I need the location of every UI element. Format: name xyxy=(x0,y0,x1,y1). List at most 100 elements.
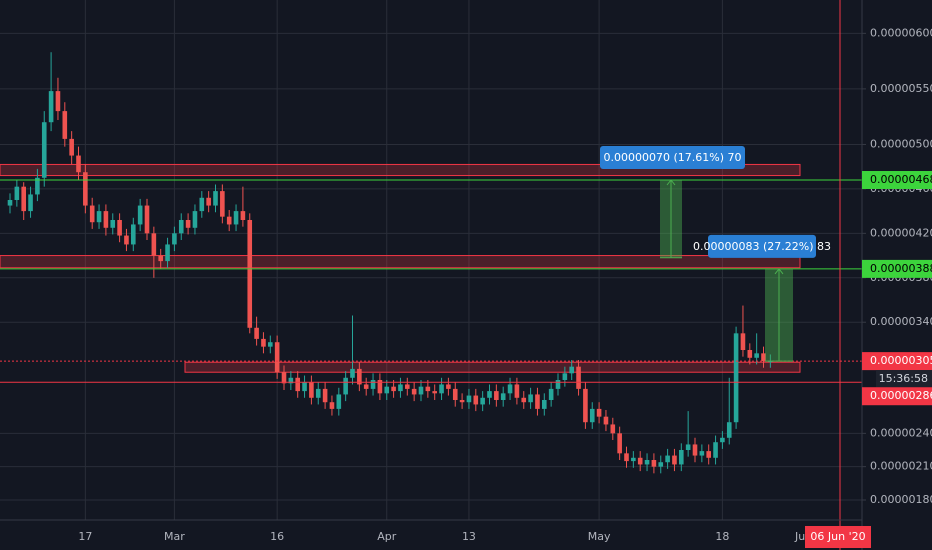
candle-body xyxy=(172,233,177,245)
candle-body xyxy=(233,211,239,225)
candle-body xyxy=(583,388,588,423)
x-tick-label: Apr xyxy=(377,530,397,543)
candle-body xyxy=(473,395,479,405)
candle-body xyxy=(480,397,485,405)
candle-body xyxy=(706,451,711,458)
candle-body xyxy=(405,384,410,389)
candle-body xyxy=(124,235,129,245)
candle-body xyxy=(220,191,225,217)
candle-body xyxy=(603,416,609,425)
candle-body xyxy=(747,350,753,358)
x-tick-label: 16 xyxy=(270,530,284,543)
candle-body xyxy=(733,333,739,423)
candle-body xyxy=(535,394,540,409)
candle-body xyxy=(137,205,143,225)
candle-body xyxy=(343,377,348,395)
candle-body xyxy=(439,384,444,394)
measure-label-box xyxy=(600,146,745,169)
candle-body xyxy=(398,384,403,392)
candle-body xyxy=(672,455,677,465)
candle-body xyxy=(726,422,732,438)
price-label: 0.00000305 xyxy=(870,354,932,367)
y-tick-label: 0.00000500 xyxy=(870,137,932,150)
candle-body xyxy=(55,91,61,112)
candle-body xyxy=(309,382,314,398)
candle-body xyxy=(165,244,170,262)
candle-body xyxy=(48,91,54,123)
candle-body xyxy=(569,366,574,374)
zone xyxy=(0,255,801,269)
candle-body xyxy=(377,380,383,394)
candle-body xyxy=(514,384,520,398)
candle-body xyxy=(240,211,246,220)
candle-body xyxy=(548,388,554,400)
candle-body xyxy=(336,394,342,409)
measure-label: 0.00000070 (17.61%) 70 xyxy=(604,151,742,164)
candle-body xyxy=(69,138,74,156)
price-label: 0.00000388 xyxy=(870,262,932,275)
x-tick-label: 18 xyxy=(715,530,729,543)
candle-body xyxy=(21,186,26,212)
candle-body xyxy=(268,342,273,347)
candle-body xyxy=(302,382,307,392)
candle-body xyxy=(185,220,191,228)
candle-body xyxy=(14,186,20,200)
y-tick-label: 0.00000210 xyxy=(870,460,932,473)
candle-body xyxy=(418,386,424,395)
candle-body xyxy=(761,353,766,362)
candle-body xyxy=(350,368,355,378)
candle-body xyxy=(83,172,88,206)
candle-body xyxy=(213,191,218,206)
y-tick-label: 0.00000550 xyxy=(870,82,932,95)
candle-body xyxy=(637,457,643,465)
candle-body xyxy=(610,424,616,434)
candle-body xyxy=(89,205,95,223)
candle-body xyxy=(322,388,328,403)
candle-body xyxy=(295,377,300,392)
candle-body xyxy=(494,391,499,400)
candle-body xyxy=(446,384,451,389)
x-tick-label: Mar xyxy=(164,530,185,543)
candle-body xyxy=(644,460,650,465)
price-label-box xyxy=(862,352,932,371)
candle-body xyxy=(96,211,102,223)
candle-body xyxy=(158,255,163,262)
candle-body xyxy=(151,233,157,256)
measure-label: 0.00000083 (27.22%) 83 xyxy=(693,240,831,253)
date-marker-box xyxy=(805,526,871,548)
candle-body xyxy=(199,197,205,212)
candle-body xyxy=(28,194,33,212)
y-tick-label: 0.00000240 xyxy=(870,426,932,439)
candle-body xyxy=(542,400,547,409)
y-tick-label: 0.00000180 xyxy=(870,493,932,506)
y-tick-label: 0.00000600 xyxy=(870,26,932,39)
candle-body xyxy=(391,386,396,392)
candle-body xyxy=(35,177,40,195)
candle-body xyxy=(740,333,746,350)
x-tick-label: 13 xyxy=(462,530,476,543)
candle-body xyxy=(62,111,68,139)
candle-body xyxy=(754,353,759,358)
candle-body xyxy=(555,380,561,389)
candle-body xyxy=(357,368,362,385)
candle-body xyxy=(76,155,81,173)
price-label: 0.00000286 xyxy=(870,389,932,402)
candle-body xyxy=(651,460,657,467)
candle-body xyxy=(281,372,287,384)
candle-body xyxy=(370,380,376,389)
x-tick-label: Ju xyxy=(794,530,805,543)
candle-body xyxy=(528,394,533,403)
candle-body xyxy=(631,457,636,462)
candle-body xyxy=(589,408,595,423)
candle-body xyxy=(363,384,369,389)
y-tick-label: 0.00000420 xyxy=(870,226,932,239)
candle-body xyxy=(658,462,664,467)
candle-body xyxy=(117,220,122,236)
candle-body xyxy=(144,205,150,234)
candle-body xyxy=(274,342,280,373)
candle-body xyxy=(596,408,602,417)
candle-body xyxy=(487,391,492,398)
candle-body xyxy=(7,200,13,206)
candle-body xyxy=(624,453,629,462)
candle-body xyxy=(261,338,266,347)
